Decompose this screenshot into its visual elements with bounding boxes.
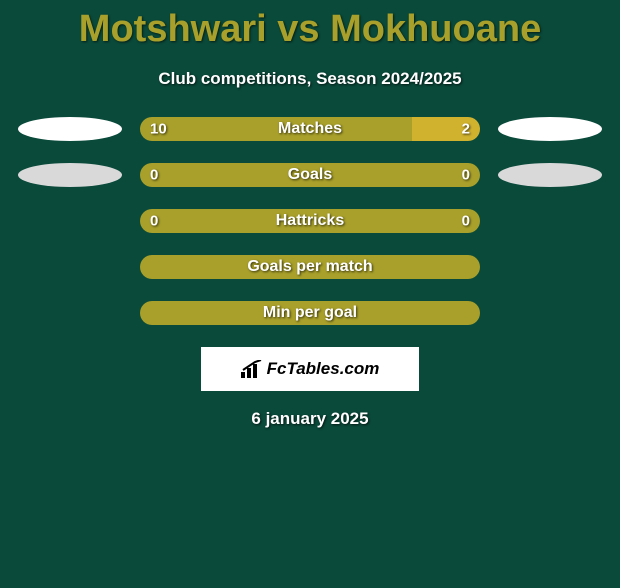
left-ellipse — [18, 117, 122, 141]
bar-right-seg — [310, 255, 480, 279]
right-ellipse — [498, 301, 602, 325]
right-ellipse — [498, 209, 602, 233]
brand-box: FcTables.com — [201, 347, 419, 391]
stat-row: Hattricks00 — [0, 209, 620, 233]
stat-bar: Matches102 — [140, 117, 480, 141]
stat-bar: Hattricks00 — [140, 209, 480, 233]
bar-left-seg — [140, 117, 412, 141]
bar-left-seg — [140, 163, 310, 187]
stat-bar: Goals00 — [140, 163, 480, 187]
bar-right-seg — [310, 163, 480, 187]
right-ellipse — [498, 117, 602, 141]
bar-left-seg — [140, 301, 310, 325]
left-ellipse — [18, 163, 122, 187]
bar-left-seg — [140, 255, 310, 279]
bar-left-seg — [140, 209, 310, 233]
bar-right-seg — [310, 301, 480, 325]
bar-right-seg — [412, 117, 480, 141]
stat-bar: Min per goal — [140, 301, 480, 325]
date-text: 6 january 2025 — [0, 409, 620, 429]
brand-text: FcTables.com — [267, 359, 380, 379]
stat-bar: Goals per match — [140, 255, 480, 279]
chart-icon — [241, 360, 263, 378]
stat-row: Goals00 — [0, 163, 620, 187]
bar-right-seg — [310, 209, 480, 233]
left-ellipse — [18, 209, 122, 233]
left-ellipse — [18, 301, 122, 325]
stat-rows: Matches102 Goals00 Hattricks00 Goals per ma… — [0, 117, 620, 325]
stat-row: Matches102 — [0, 117, 620, 141]
right-ellipse — [498, 255, 602, 279]
page-subtitle: Club competitions, Season 2024/2025 — [0, 69, 620, 89]
left-ellipse — [18, 255, 122, 279]
stat-row: Min per goal — [0, 301, 620, 325]
stat-row: Goals per match — [0, 255, 620, 279]
right-ellipse — [498, 163, 602, 187]
page-title: Motshwari vs Mokhuoane — [0, 8, 620, 51]
